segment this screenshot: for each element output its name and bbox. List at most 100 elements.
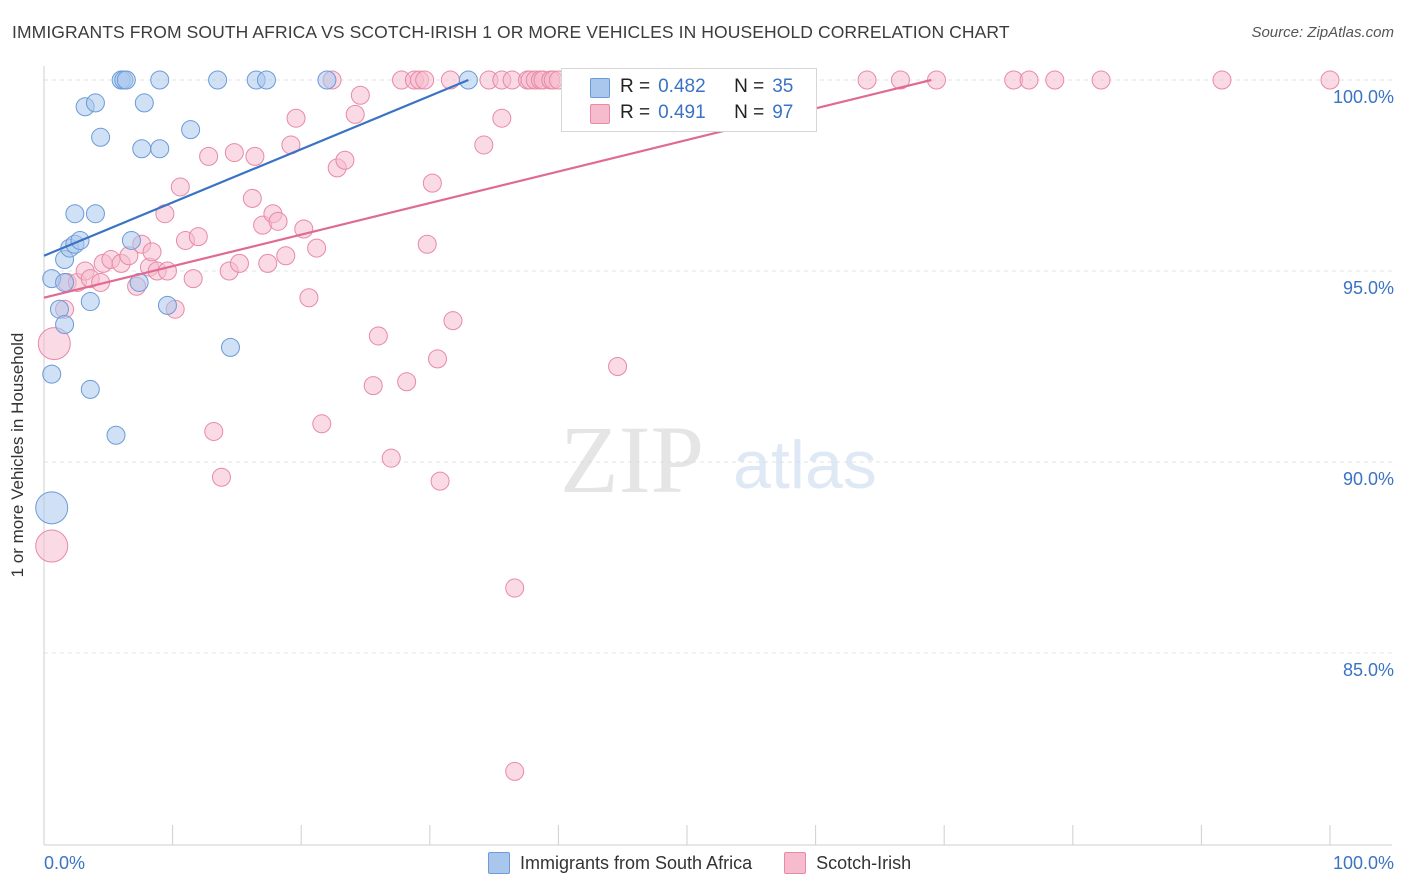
scotch-irish-point [608,357,628,376]
scotch-irish-point [422,173,442,193]
scotch-irish-point [345,104,365,124]
scotch-irish-point [268,211,288,231]
legend-r-value-blue: 0.482 [658,76,706,97]
scotch-irish-point [157,261,177,281]
scotch-irish-point [37,327,71,361]
trend-line-south-africa [43,78,469,257]
scotch-irish-point [890,70,910,90]
scotch-irish-point [35,529,69,563]
south-africa-point [85,93,105,113]
scotch-irish-point [245,146,265,166]
south-africa-point [65,204,85,224]
south-africa-point [106,425,126,445]
bottom-legend-swatch-pink [784,852,807,874]
legend-r-label: R = [620,102,651,123]
scotch-irish-point [307,238,327,258]
south-africa-point [80,379,100,399]
south-africa-point [35,491,69,525]
stats-legend: R = 0.482 N = 35 R = 0.491 N = 97 [561,68,817,132]
scotch-irish-point [1212,70,1232,90]
south-africa-point [317,70,337,90]
south-africa-point [157,295,177,315]
scotch-irish-point [428,349,448,369]
gridlines [44,79,1394,654]
axes [43,66,1392,846]
scotch-irish-point [1019,70,1039,90]
scotch-irish-point [188,227,208,247]
scotch-irish-point [242,188,262,208]
south-africa-point [121,230,141,250]
scotch-irish-point [286,108,306,128]
scotch-irish-point [492,108,512,128]
south-africa-point [42,364,62,384]
chart-source: Source: ZipAtlas.com [1251,24,1394,41]
scotch-irish-point [312,414,332,434]
scotch-irish-point [1091,70,1111,90]
scotch-irish-point [415,70,435,90]
south-africa-point [150,70,170,90]
y-tick-100: 100.0% [1332,87,1394,107]
scotch-irish-point [474,135,494,155]
scotch-irish-point [183,269,203,289]
scotch-irish-point [199,146,219,166]
legend-n-value-pink: 97 [772,102,794,123]
south-africa-point [256,70,276,90]
y-tick-90: 90.0% [1342,469,1394,489]
x-tick-0: 0.0% [44,853,86,873]
south-africa-point [116,70,136,90]
legend-swatch-blue [590,78,610,98]
scotch-irish-point [335,150,355,170]
bottom-legend-swatch-blue [488,852,510,874]
watermark-atlas: atlas [733,427,877,503]
legend-r-label: R = [620,76,651,97]
y-axis-label: 1 or more Vehicles in Household [8,332,27,578]
x-tick-100: 100.0% [1332,853,1394,873]
legend-swatch-pink [590,104,610,124]
scotch-irish-point [363,376,383,396]
legend-r-value-pink: 0.491 [658,102,706,123]
scotch-irish-point [229,253,249,273]
scotch-irish-point [368,326,388,346]
scotch-irish-point [258,253,278,273]
scotch-irish-point [350,85,370,105]
scotch-irish-point [1045,70,1065,90]
bottom-legend-item-scotch-irish: Scotch-Irish [784,852,911,874]
south-africa-point [85,204,105,224]
scotch-irish-point [397,372,417,392]
south-africa-point [91,127,111,147]
scotch-irish-point [1320,70,1340,90]
south-africa-point [220,337,240,357]
scotch-irish-point [276,246,296,266]
scotch-irish-point [142,242,162,262]
scotch-irish-point [505,761,525,781]
south-africa-point [132,139,152,159]
y-tick-95: 95.0% [1342,278,1394,298]
south-africa-point [150,139,170,159]
y-tick-85: 85.0% [1342,660,1394,680]
south-africa-point [80,292,100,312]
watermark: ZIP atlas [560,406,877,513]
scotch-irish-point [381,448,401,468]
bottom-legend-item-south-africa: Immigrants from South Africa [488,852,752,874]
south-africa-point [134,93,154,113]
scotch-irish-point [211,467,231,487]
chart-title: IMMIGRANTS FROM SOUTH AFRICA VS SCOTCH-I… [12,22,1010,42]
legend-n-label: N = [734,102,765,123]
bottom-legend-label-scotch-irish: Scotch-Irish [816,852,912,873]
south-africa-points [35,70,478,525]
south-africa-point [55,272,75,292]
scotch-irish-point [857,70,877,90]
scotch-irish-point [224,143,244,163]
scotch-irish-point [204,421,224,441]
scotch-irish-point [430,471,450,491]
bottom-legend: Immigrants from South Africa Scotch-Iris… [488,852,943,874]
south-africa-point [55,314,75,334]
legend-row-blue: R = 0.482 N = 35 [620,75,793,99]
south-africa-point [181,120,201,140]
scotch-irish-point [417,234,437,254]
scotch-irish-point [170,177,190,197]
scotch-irish-point [299,288,319,308]
legend-n-value-blue: 35 [772,76,794,97]
bottom-legend-label-south-africa: Immigrants from South Africa [520,852,753,873]
